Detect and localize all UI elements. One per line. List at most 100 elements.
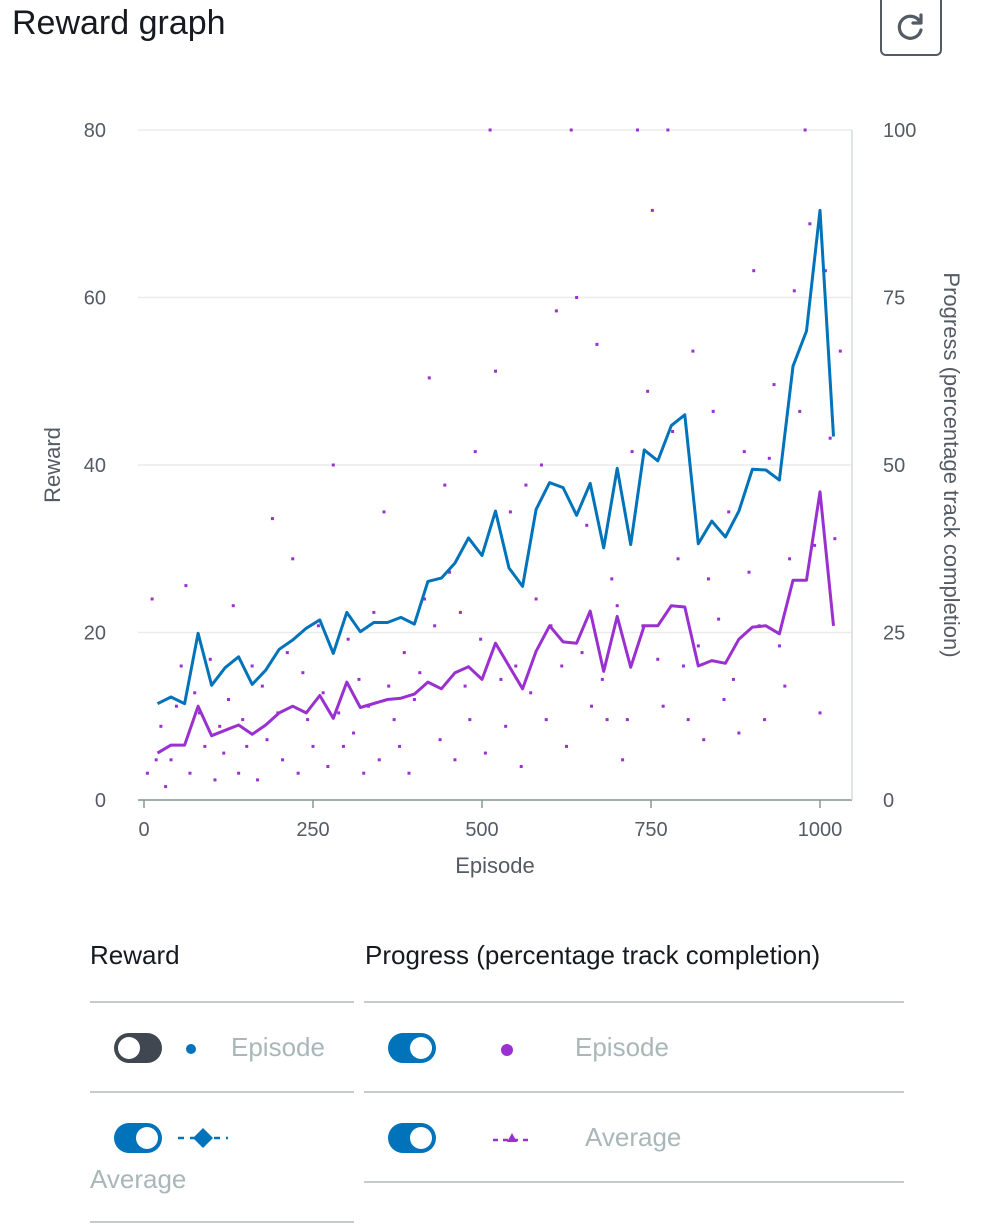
progress-episode-point bbox=[407, 771, 411, 775]
progress-episode-point bbox=[508, 510, 512, 514]
progress-average-triangle-icon bbox=[493, 1133, 531, 1142]
progress-episode-point bbox=[544, 718, 548, 722]
progress-episode-point bbox=[231, 604, 235, 608]
refresh-button[interactable] bbox=[880, 0, 942, 56]
progress-episode-point bbox=[382, 510, 386, 514]
progress-episode-point bbox=[813, 543, 817, 547]
progress-episode-point bbox=[818, 711, 822, 715]
toggle-knob bbox=[410, 1037, 432, 1059]
progress-episode-point bbox=[164, 785, 168, 789]
reward-average-toggle[interactable] bbox=[114, 1123, 162, 1153]
reward-episode-dot-icon bbox=[186, 1044, 196, 1054]
progress-episode-point bbox=[197, 711, 201, 715]
progress-episode-point bbox=[488, 128, 492, 132]
progress-episode-point bbox=[585, 523, 589, 527]
progress-episode-toggle[interactable] bbox=[388, 1033, 436, 1063]
progress-episode-point bbox=[569, 128, 573, 132]
reward-episode-toggle[interactable] bbox=[114, 1033, 162, 1063]
progress-episode-point bbox=[281, 758, 285, 762]
progress-episode-point bbox=[575, 296, 579, 299]
legend-progress-heading: Progress (percentage track completion) bbox=[365, 940, 821, 970]
progress-episode-point bbox=[539, 463, 543, 467]
progress-episode-point bbox=[788, 557, 792, 561]
progress-episode-point bbox=[828, 436, 832, 440]
progress-episode-point bbox=[331, 463, 335, 467]
progress-episode-point bbox=[392, 718, 396, 722]
progress-episode-point bbox=[245, 744, 249, 748]
progress-episode-point bbox=[241, 718, 245, 722]
progress-episode-point bbox=[174, 704, 178, 708]
progress-episode-point bbox=[798, 409, 802, 413]
progress-average-line bbox=[156, 490, 835, 755]
progress-episode-point bbox=[803, 128, 807, 132]
progress-episode-point bbox=[402, 651, 406, 655]
reward-average-label: Average bbox=[90, 1164, 187, 1194]
progress-episode-point bbox=[237, 771, 241, 775]
progress-episode-point bbox=[222, 751, 226, 755]
progress-episode-point bbox=[423, 597, 427, 601]
progress-episode-point bbox=[377, 758, 381, 762]
progress-episode-point bbox=[150, 597, 154, 601]
progress-episode-label: Episode bbox=[575, 1032, 669, 1062]
progress-average-toggle[interactable] bbox=[388, 1123, 436, 1153]
divider bbox=[90, 1221, 354, 1223]
progress-episode-point bbox=[372, 610, 376, 614]
progress-episode-point bbox=[838, 349, 842, 353]
progress-episode-point bbox=[260, 684, 264, 688]
progress-episode-point bbox=[686, 718, 690, 722]
progress-episode-point bbox=[615, 604, 619, 608]
reward-episode-label: Episode bbox=[231, 1032, 325, 1062]
progress-episode-point bbox=[711, 409, 715, 413]
progress-episode-point bbox=[635, 128, 639, 132]
progress-episode-point bbox=[681, 664, 685, 668]
progress-episode-point bbox=[772, 383, 776, 387]
progress-episode-point bbox=[752, 269, 756, 273]
x-tick-label: 1000 bbox=[798, 819, 843, 841]
progress-episode-point bbox=[671, 430, 675, 433]
progress-episode-point bbox=[468, 718, 472, 722]
progress-episode-point bbox=[418, 671, 422, 675]
x-tick-label: 0 bbox=[138, 819, 149, 841]
progress-average-label: Average bbox=[585, 1122, 682, 1152]
progress-episode-point bbox=[646, 389, 650, 393]
progress-episode-point bbox=[630, 450, 634, 454]
progress-episode-point bbox=[534, 597, 538, 601]
progress-episode-point bbox=[184, 584, 188, 588]
progress-episode-point bbox=[595, 342, 599, 346]
toggle-knob bbox=[118, 1037, 140, 1059]
progress-episode-point bbox=[666, 128, 670, 132]
progress-episode-point bbox=[352, 731, 356, 735]
progress-episode-point bbox=[808, 222, 812, 226]
y-tick-label: 60 bbox=[84, 288, 106, 310]
progress-episode-point bbox=[188, 771, 192, 775]
progress-episode-point bbox=[458, 610, 462, 614]
progress-episode-point bbox=[610, 577, 614, 581]
progress-episode-point bbox=[833, 537, 837, 541]
progress-episode-point bbox=[565, 744, 568, 748]
progress-episode-point bbox=[483, 751, 487, 755]
progress-episode-point bbox=[193, 691, 197, 695]
progress-episode-point bbox=[357, 677, 361, 681]
progress-episode-point bbox=[169, 758, 173, 762]
progress-episode-point bbox=[346, 637, 350, 641]
progress-episode-point bbox=[321, 691, 325, 695]
x-tick-label: 250 bbox=[296, 819, 329, 841]
y-tick-label: 0 bbox=[95, 790, 106, 812]
progress-episode-point bbox=[285, 651, 289, 655]
divider bbox=[364, 1181, 904, 1183]
progress-episode-point bbox=[691, 349, 695, 353]
progress-episode-point bbox=[519, 765, 523, 768]
progress-episode-point bbox=[747, 570, 751, 574]
progress-episode-point bbox=[661, 704, 665, 708]
y2-tick-label: 0 bbox=[883, 790, 894, 812]
progress-episode-point bbox=[341, 744, 345, 748]
progress-episode-point bbox=[270, 517, 274, 521]
divider bbox=[364, 1091, 904, 1093]
y-tick-label: 80 bbox=[84, 120, 106, 142]
progress-episode-point bbox=[438, 738, 442, 742]
progress-episode-point bbox=[514, 664, 518, 668]
x-tick-label: 500 bbox=[465, 819, 498, 841]
y2-tick-label: 25 bbox=[883, 623, 905, 645]
progress-episode-point bbox=[717, 617, 721, 621]
progress-episode-point bbox=[777, 644, 781, 648]
